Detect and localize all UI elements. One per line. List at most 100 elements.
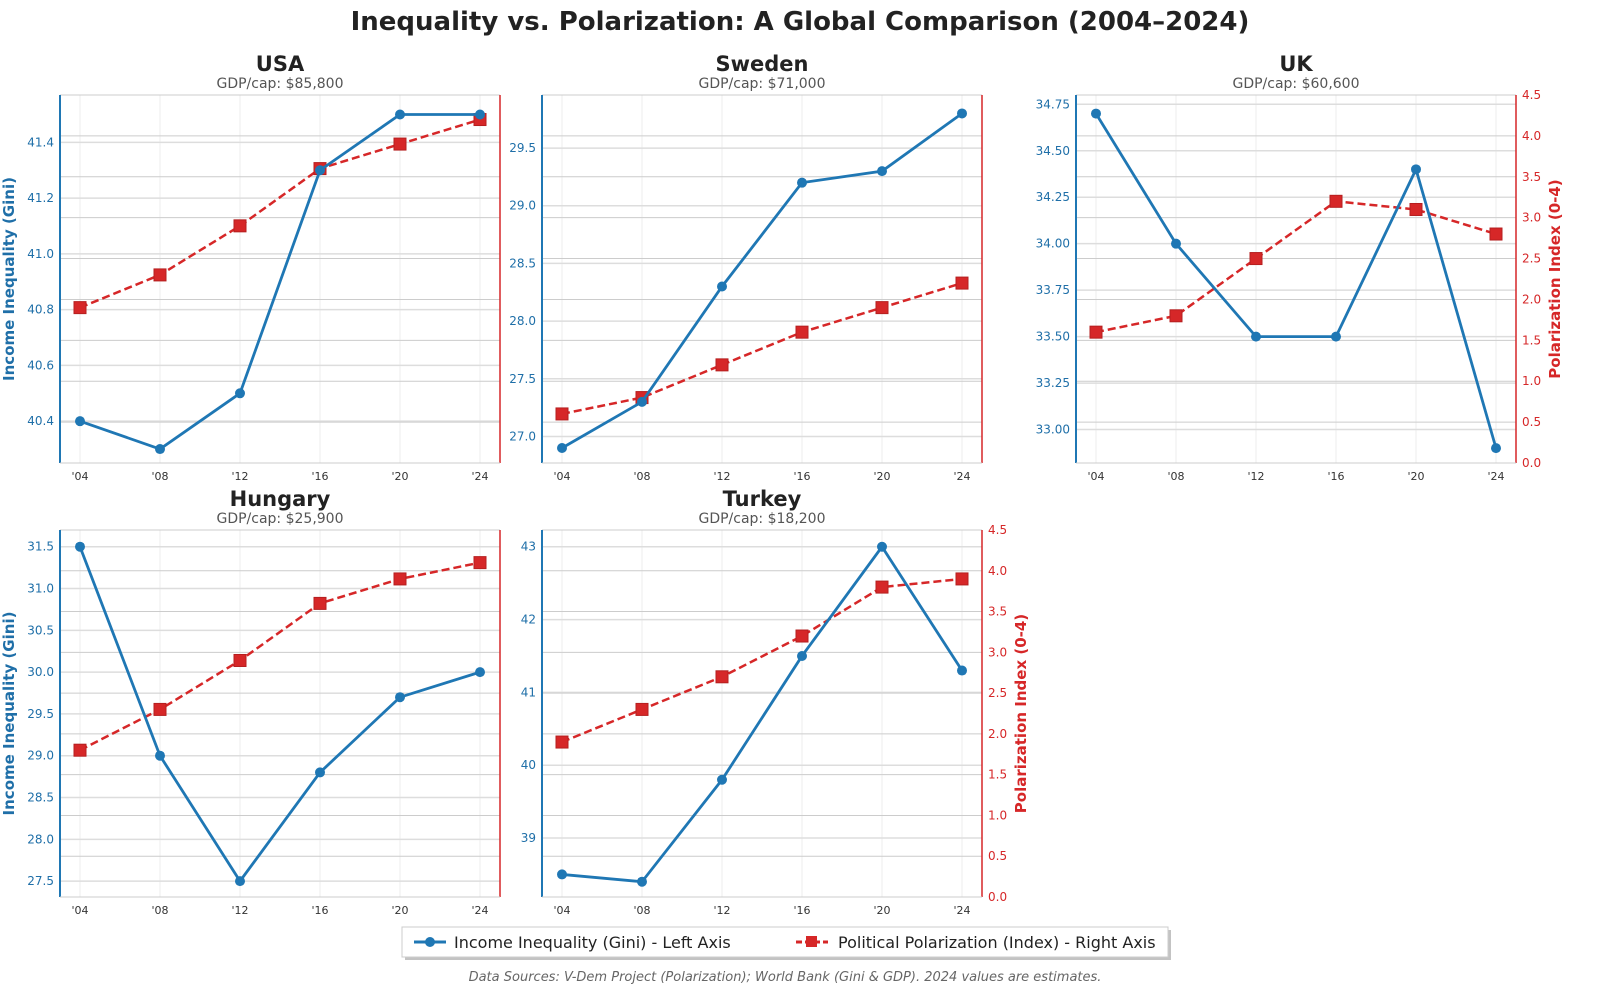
gini-point: [797, 177, 807, 188]
gini-point: [1491, 443, 1501, 454]
x-tick-label: '16: [1327, 470, 1344, 483]
left-tick-label: 41.0: [27, 247, 54, 261]
legend: Income Inequality (Gini) - Left Axis Pol…: [401, 926, 1171, 960]
left-tick-label: 33.75: [1036, 283, 1070, 297]
gini-point: [75, 416, 85, 427]
panel-subtitle: GDP/cap: $18,200: [698, 511, 825, 527]
right-tick-label: 0.5: [988, 849, 1007, 863]
x-tick-label: '12: [713, 470, 730, 483]
panel-subtitle: GDP/cap: $60,600: [1232, 76, 1359, 92]
x-tick-label: '04: [71, 470, 88, 483]
left-tick-label: 31.0: [27, 582, 54, 596]
polarization-point: [1489, 227, 1503, 241]
x-tick-label: '20: [391, 470, 408, 483]
gini-point: [877, 166, 887, 177]
gini-point: [957, 108, 967, 119]
right-tick-label: 2.5: [1522, 252, 1541, 266]
left-tick-label: 27.5: [509, 372, 536, 386]
left-tick-label: 41.4: [27, 135, 54, 149]
x-tick-label: '08: [151, 470, 168, 483]
x-tick-label: '04: [1087, 470, 1104, 483]
polarization-point: [635, 702, 649, 716]
x-tick-label: '20: [391, 904, 408, 917]
x-tick-label: '16: [793, 904, 810, 917]
polarization-point: [875, 580, 889, 594]
gini-point: [557, 443, 567, 454]
left-tick-label: 41: [521, 685, 536, 699]
x-tick-label: '20: [1407, 470, 1424, 483]
right-tick-label: 4.0: [1522, 129, 1541, 143]
panel-usa: 40.4 40.6 40.8 41.0 41.2 41.4 '04 '08 '12 '16 '20 '…: [0, 52, 501, 483]
gini-point: [717, 281, 727, 292]
right-tick-label: 0.0: [988, 890, 1007, 904]
left-tick-label: 31.5: [27, 540, 54, 554]
right-tick-label: 2.0: [1522, 292, 1541, 306]
polarization-point: [233, 219, 247, 233]
left-tick-label: 29.5: [27, 707, 54, 721]
gini-point: [717, 774, 727, 785]
polarization-point: [1169, 309, 1183, 323]
left-tick-label: 30.5: [27, 623, 54, 637]
x-tick-label: '12: [231, 470, 248, 483]
x-tick-label: '24: [471, 470, 488, 483]
polarization-line: [1095, 200, 1497, 334]
gini-point: [395, 109, 405, 120]
polarization-point: [233, 653, 247, 667]
panel-sweden: 27.0 27.5 28.0 28.5 29.0 29.5 '04 '08 '12 '16 '20 '…: [509, 52, 983, 483]
gini-point: [957, 665, 967, 676]
x-tick-label: '04: [553, 904, 570, 917]
left-tick-label: 27.0: [509, 429, 536, 443]
left-tick-label: 41.2: [27, 191, 54, 205]
polarization-point: [715, 358, 729, 372]
x-tick-label: '24: [1487, 470, 1504, 483]
chart-title: Inequality vs. Polarization: A Global Co…: [351, 7, 1250, 37]
polarization-line: [561, 577, 963, 744]
polarization-point: [153, 268, 167, 282]
gini-point: [475, 109, 485, 120]
right-tick-label: 1.5: [988, 768, 1007, 782]
panel-title: Hungary: [230, 487, 331, 511]
polarization-point: [1409, 202, 1423, 216]
right-tick-label: 3.0: [1522, 211, 1541, 225]
polarization-point: [1249, 252, 1263, 266]
left-tick-label: 39: [521, 831, 536, 845]
panel-title: Turkey: [723, 487, 802, 511]
right-tick-label: 1.0: [988, 808, 1007, 822]
x-tick-label: '12: [1247, 470, 1264, 483]
x-tick-label: '24: [953, 470, 970, 483]
polarization-point: [393, 572, 407, 586]
left-tick-label: 40.6: [27, 358, 54, 372]
gini-point: [315, 165, 325, 176]
x-tick-label: '12: [231, 904, 248, 917]
right-axis-label: Polarization Index (0-4): [1546, 179, 1564, 378]
polarization-point: [555, 735, 569, 749]
left-tick-label: 34.50: [1036, 144, 1070, 158]
gini-point: [797, 650, 807, 661]
gini-point: [235, 388, 245, 399]
polarization-point: [1089, 325, 1103, 339]
left-tick-label: 27.5: [27, 874, 54, 888]
panel-uk: 33.00 33.25 33.50 33.75 34.00 34.25 34.50 34.75…: [1036, 52, 1564, 483]
x-tick-label: '16: [793, 470, 810, 483]
polarization-point: [153, 702, 167, 716]
polarization-point: [715, 670, 729, 684]
polarization-point: [795, 629, 809, 643]
left-tick-label: 40: [521, 758, 536, 772]
gini-line: [1094, 112, 1498, 449]
polarization-line: [79, 118, 481, 309]
gini-point: [877, 541, 887, 552]
left-tick-label: 29.0: [27, 749, 54, 763]
left-tick-label: 29.0: [509, 199, 536, 213]
gini-point: [315, 767, 325, 778]
legend-gini-marker: [425, 937, 435, 947]
right-tick-label: 4.0: [988, 564, 1007, 578]
right-tick-label: 3.5: [988, 605, 1007, 619]
left-tick-label: 34.00: [1036, 237, 1070, 251]
left-tick-label: 33.50: [1036, 330, 1070, 344]
gini-line: [79, 113, 480, 451]
polarization-point: [955, 572, 969, 586]
left-axis-label: Income Inequality (Gini): [0, 177, 18, 381]
x-tick-label: '20: [873, 904, 890, 917]
panel-subtitle: GDP/cap: $25,900: [216, 511, 343, 527]
legend-gini-label: Income Inequality (Gini) - Left Axis: [454, 933, 731, 952]
